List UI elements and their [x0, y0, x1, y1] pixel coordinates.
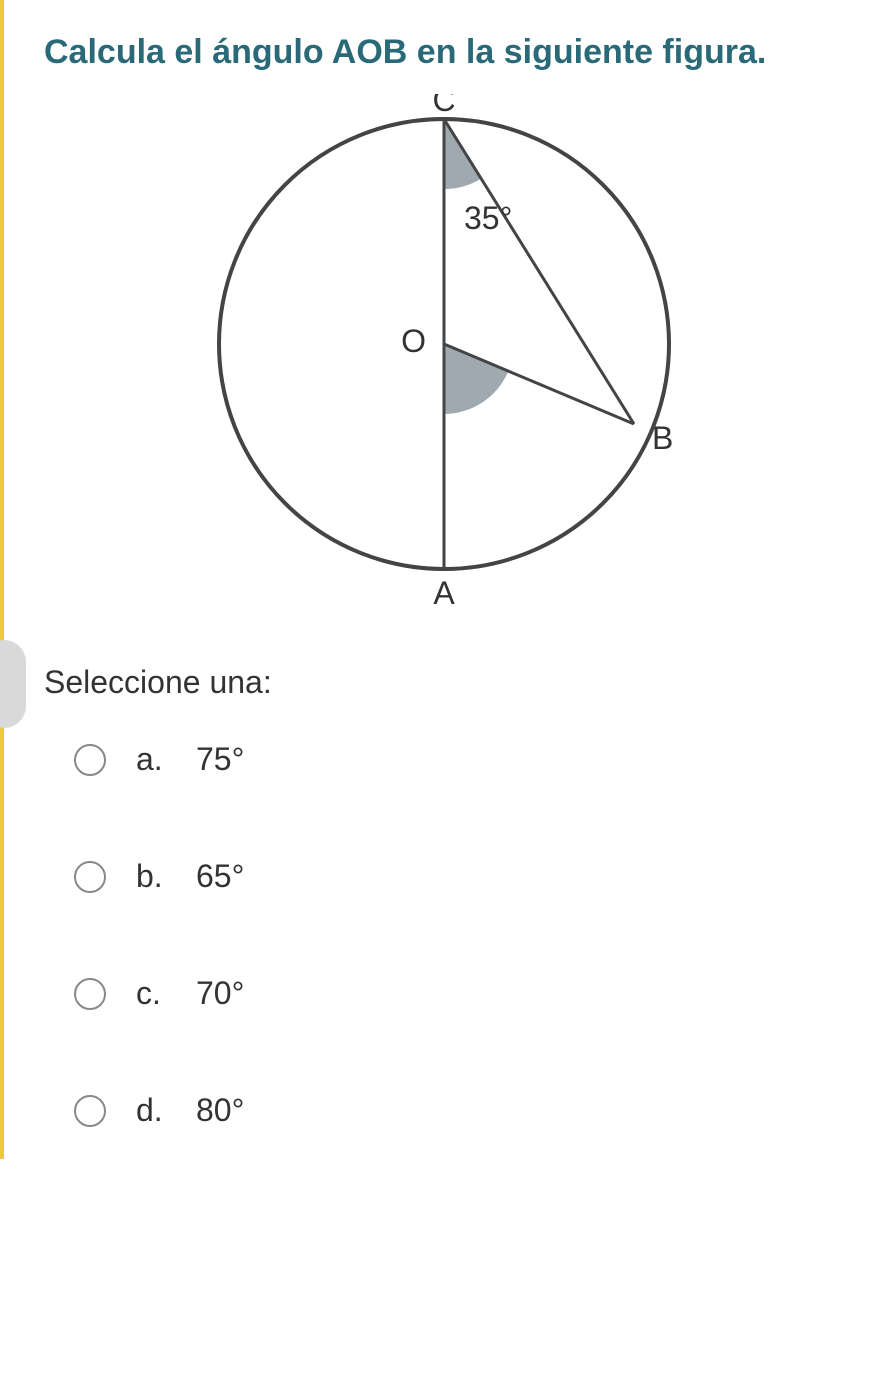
options-list: a. 75° b. 65° c. 70° d. 80°	[44, 741, 864, 1129]
figure-wrap: C A B O 35°	[44, 94, 864, 634]
radio-b[interactable]	[74, 861, 106, 893]
option-d[interactable]: d. 80°	[74, 1092, 864, 1129]
label-b: B	[652, 420, 673, 456]
option-value: 75°	[196, 741, 244, 778]
option-letter: b.	[136, 858, 186, 895]
question-title: Calcula el ángulo AOB en la siguiente fi…	[44, 30, 864, 74]
label-c: C	[432, 94, 455, 118]
radio-a[interactable]	[74, 744, 106, 776]
option-letter: a.	[136, 741, 186, 778]
option-value: 65°	[196, 858, 244, 895]
option-a[interactable]: a. 75°	[74, 741, 864, 778]
option-value: 70°	[196, 975, 244, 1012]
select-label: Seleccione una:	[44, 664, 864, 701]
question-container: Calcula el ángulo AOB en la siguiente fi…	[0, 0, 884, 1159]
label-o: O	[401, 323, 426, 359]
option-c[interactable]: c. 70°	[74, 975, 864, 1012]
angle-mark-o	[444, 344, 508, 414]
radio-c[interactable]	[74, 978, 106, 1010]
geometry-figure: C A B O 35°	[204, 94, 704, 634]
option-b[interactable]: b. 65°	[74, 858, 864, 895]
label-a: A	[433, 575, 455, 611]
radio-d[interactable]	[74, 1095, 106, 1127]
option-letter: d.	[136, 1092, 186, 1129]
side-handle[interactable]	[0, 640, 26, 728]
angle-label: 35°	[464, 200, 512, 236]
option-letter: c.	[136, 975, 186, 1012]
option-value: 80°	[196, 1092, 244, 1129]
